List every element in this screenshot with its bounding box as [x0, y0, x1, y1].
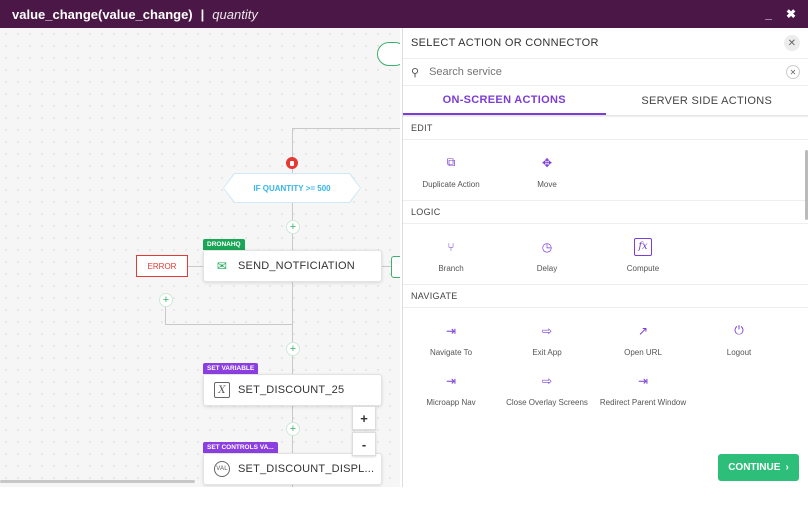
continue-label: CONTINUE: [728, 462, 781, 473]
start-node[interactable]: [377, 42, 400, 66]
set-discount-display-node[interactable]: VAL SET_DISCOUNT_DISPL...: [203, 453, 382, 485]
item-label: Microapp Nav: [426, 397, 476, 407]
item-label: Open URL: [624, 347, 662, 357]
add-step-icon[interactable]: +: [286, 220, 300, 234]
compute-icon: fx: [634, 237, 652, 256]
add-step-icon[interactable]: +: [286, 422, 300, 436]
navigate-icon: ⇥: [637, 373, 649, 388]
exit-icon: ⇨: [541, 323, 553, 338]
clear-search-icon[interactable]: ✕: [786, 65, 800, 79]
logout-item[interactable]: ⏻ Logout: [691, 314, 787, 364]
item-label: Branch: [438, 263, 464, 273]
close-overlay-item[interactable]: ⇨ Close Overlay Screens: [499, 364, 595, 414]
action-panel: SELECT ACTION OR CONNECTOR ✕ ⚲ ✕ ON-SCRE…: [402, 28, 808, 487]
search-icon: ⚲: [411, 66, 420, 79]
move-item[interactable]: ✥ Move: [499, 146, 595, 196]
set-controls-tag: SET CONTROLS VA...: [203, 442, 278, 453]
redirect-parent-item[interactable]: ⇥ Redirect Parent Window: [595, 364, 691, 414]
send-notification-node[interactable]: ✉ SEND_NOTFICIATION: [203, 250, 382, 282]
panel-title: SELECT ACTION OR CONNECTOR: [411, 37, 599, 49]
title-bar: value_change(value_change) | quantity _ …: [0, 0, 808, 28]
set-variable-tag: SET VARIABLE: [203, 363, 259, 374]
chevron-right-icon: ›: [785, 462, 789, 473]
add-step-icon[interactable]: +: [286, 342, 300, 356]
panel-scrollbar[interactable]: [805, 150, 808, 220]
item-label: Duplicate Action: [422, 179, 480, 189]
window-subtitle: quantity: [212, 6, 258, 22]
navigate-icon: ⇥: [445, 373, 457, 388]
item-label: Close Overlay Screens: [506, 397, 588, 407]
set-discount-node[interactable]: X SET_DISCOUNT_25: [203, 374, 382, 406]
microapp-nav-item[interactable]: ⇥ Microapp Nav: [403, 364, 499, 414]
open-url-icon: ↗: [637, 323, 649, 338]
section-navigate: NAVIGATE: [403, 284, 808, 308]
add-error-step-icon[interactable]: +: [159, 293, 173, 307]
tab-on-screen-actions[interactable]: ON-SCREEN ACTIONS: [403, 86, 606, 115]
navigate-icon: ⇥: [445, 323, 457, 338]
item-label: Logout: [726, 347, 752, 357]
item-label: Move: [537, 179, 557, 189]
delete-icon[interactable]: [286, 157, 298, 169]
close-panel-icon[interactable]: ✕: [784, 35, 800, 51]
condition-node[interactable]: IF QUANTITY >= 500: [224, 174, 360, 202]
item-label: Navigate To: [429, 347, 473, 357]
horizontal-scrollbar[interactable]: [0, 480, 195, 483]
item-label: Exit App: [532, 347, 562, 357]
exit-icon: ⇨: [541, 373, 553, 388]
window-title: value_change(value_change): [12, 6, 193, 22]
search-bar: ⚲ ✕: [403, 58, 808, 86]
node-label: SET_DISCOUNT_25: [238, 384, 345, 396]
duplicate-icon: ⧉: [446, 155, 456, 169]
power-icon: ⏻: [734, 323, 744, 337]
node-label: SET_DISCOUNT_DISPL...: [238, 463, 375, 475]
exit-app-item[interactable]: ⇨ Exit App: [499, 314, 595, 364]
error-branch[interactable]: ERROR: [136, 255, 188, 277]
notification-icon: ✉: [216, 259, 228, 273]
navigate-to-item[interactable]: ⇥ Navigate To: [403, 314, 499, 364]
search-input[interactable]: [429, 66, 786, 78]
title-separator: |: [200, 6, 205, 22]
variable-icon: X: [214, 382, 230, 398]
offscreen-node[interactable]: [391, 256, 400, 278]
tab-server-side-actions[interactable]: SERVER SIDE ACTIONS: [641, 94, 773, 107]
item-label: Redirect Parent Window: [599, 397, 687, 407]
tab-bar: ON-SCREEN ACTIONS SERVER SIDE ACTIONS: [403, 86, 808, 116]
actions-list[interactable]: EDIT ⧉ Duplicate Action ✥ Move LOGIC ⑂ Bran…: [403, 116, 808, 484]
minimize-button[interactable]: _: [765, 7, 772, 21]
move-icon: ✥: [541, 155, 553, 170]
compute-item[interactable]: fx Compute: [595, 230, 691, 280]
zoom-out-button[interactable]: -: [352, 432, 376, 456]
branch-icon: ⑂: [447, 239, 455, 254]
delay-icon: ◷: [541, 239, 553, 254]
item-label: Compute: [626, 263, 660, 273]
dronahq-tag: DRONAHQ: [203, 239, 245, 250]
section-logic: LOGIC: [403, 200, 808, 224]
section-edit: EDIT: [403, 116, 808, 140]
delay-item[interactable]: ◷ Delay: [499, 230, 595, 280]
branch-item[interactable]: ⑂ Branch: [403, 230, 499, 280]
item-label: Delay: [536, 263, 558, 273]
zoom-in-button[interactable]: +: [352, 406, 376, 430]
close-button[interactable]: ✖: [785, 7, 796, 21]
open-url-item[interactable]: ↗ Open URL: [595, 314, 691, 364]
node-label: SEND_NOTFICIATION: [238, 260, 355, 272]
continue-button[interactable]: CONTINUE ›: [718, 454, 799, 481]
flow-canvas[interactable]: IF QUANTITY >= 500 + ERROR DRONAHQ ✉ SEN…: [0, 28, 400, 487]
duplicate-action-item[interactable]: ⧉ Duplicate Action: [403, 146, 499, 196]
controls-icon: VAL: [214, 461, 230, 477]
